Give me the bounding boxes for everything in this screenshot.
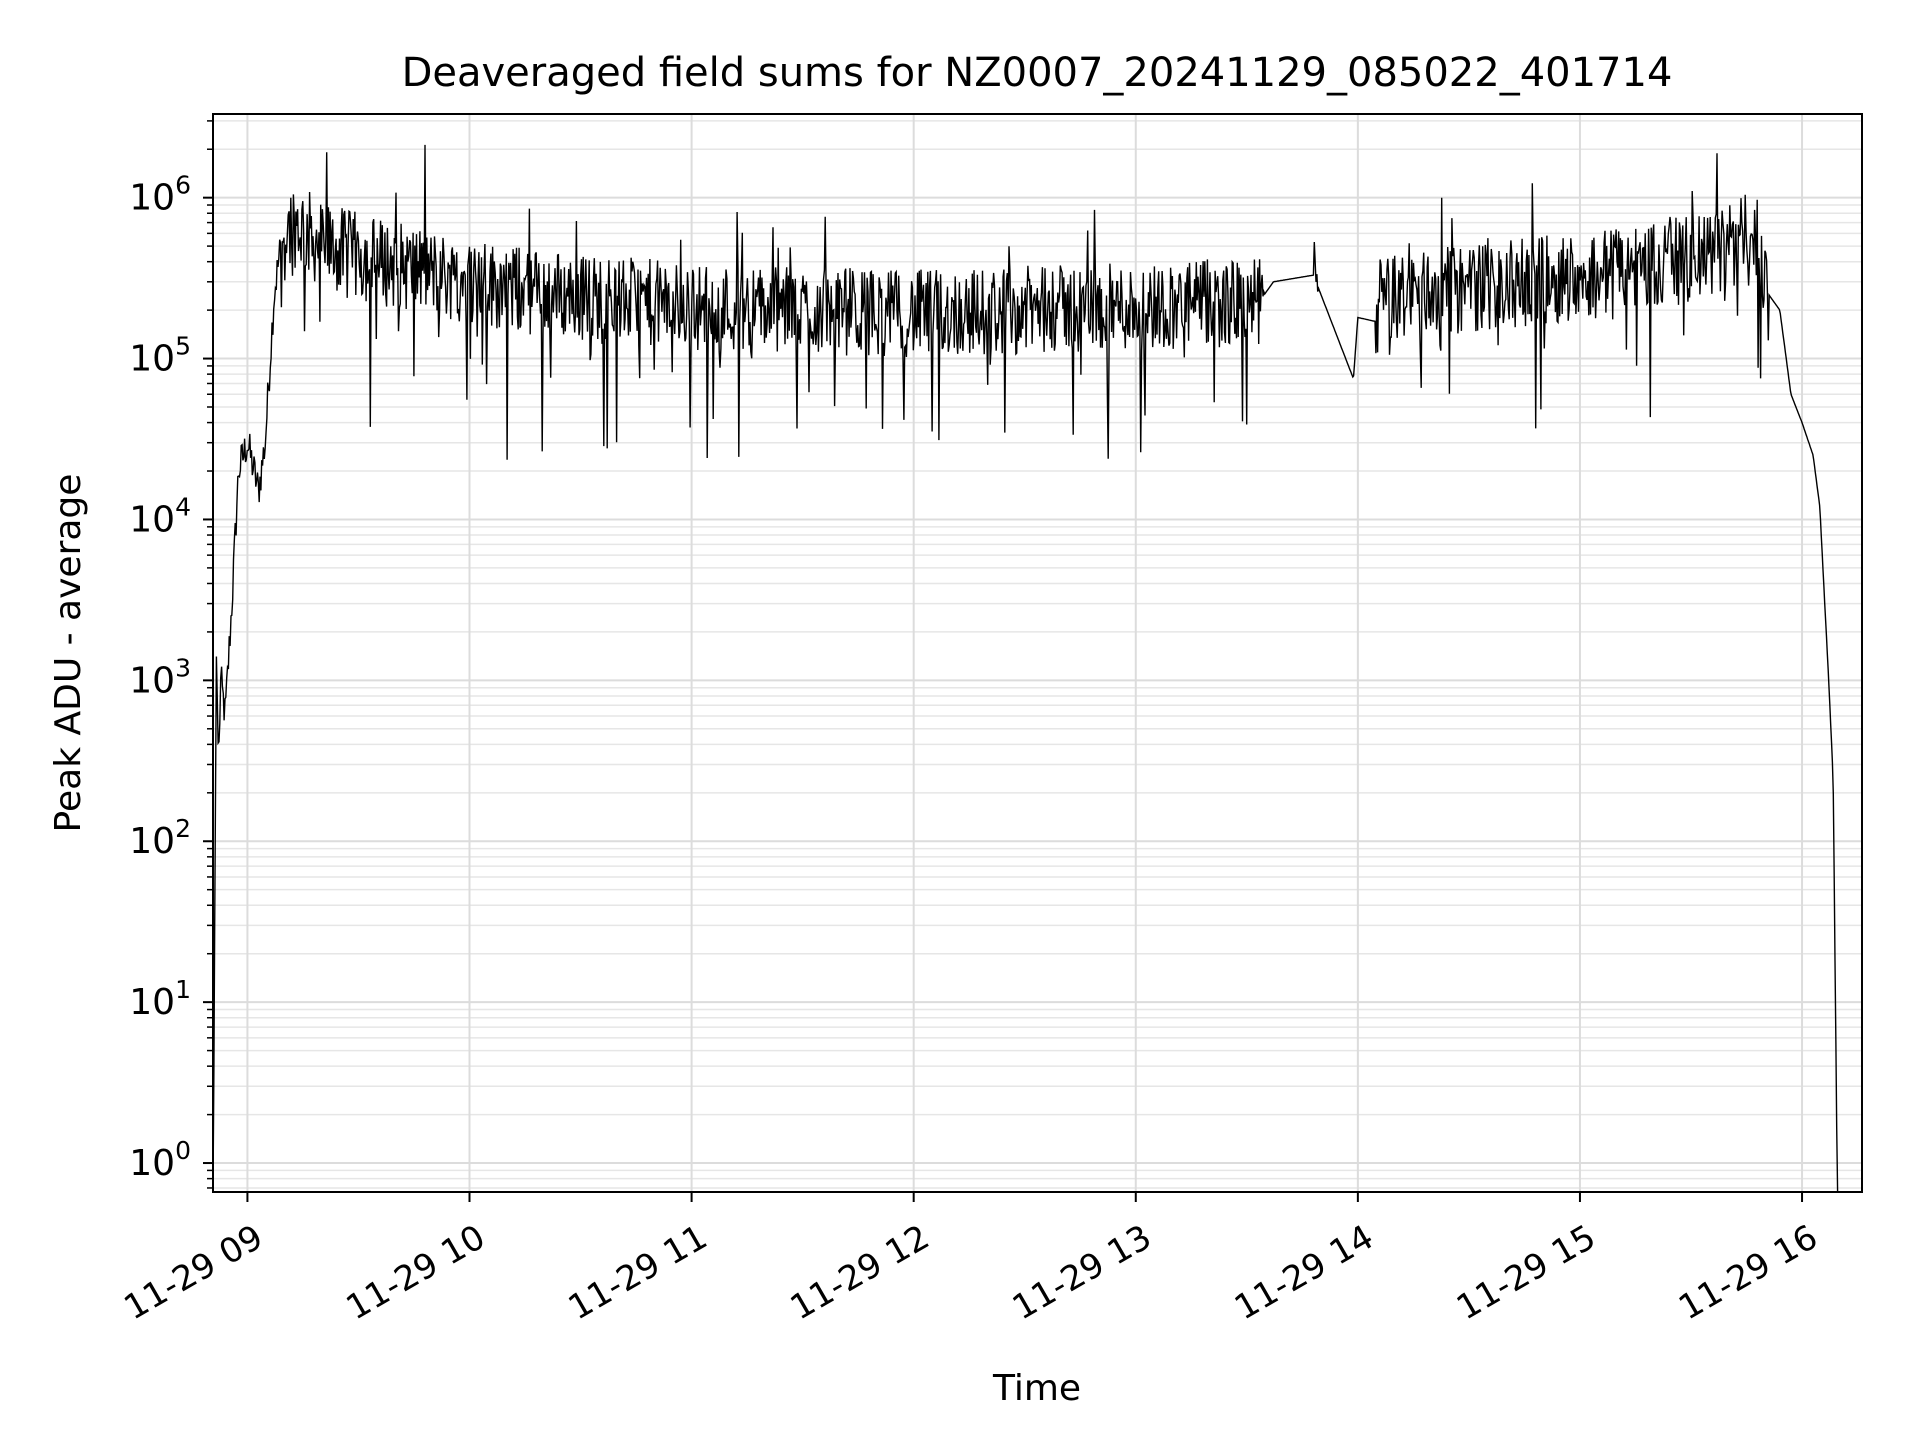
y-tick-label: 104 — [129, 492, 191, 540]
x-axis-label: Time — [992, 1368, 1081, 1409]
grid — [213, 114, 1862, 1192]
chart-title: Deaveraged field sums for NZ0007_2024112… — [402, 50, 1673, 96]
plot-frame — [212, 113, 1863, 1193]
series-layer — [212, 144, 1839, 1193]
y-axis-label: Peak ADU - average — [48, 474, 89, 833]
series-line — [212, 144, 1839, 1193]
